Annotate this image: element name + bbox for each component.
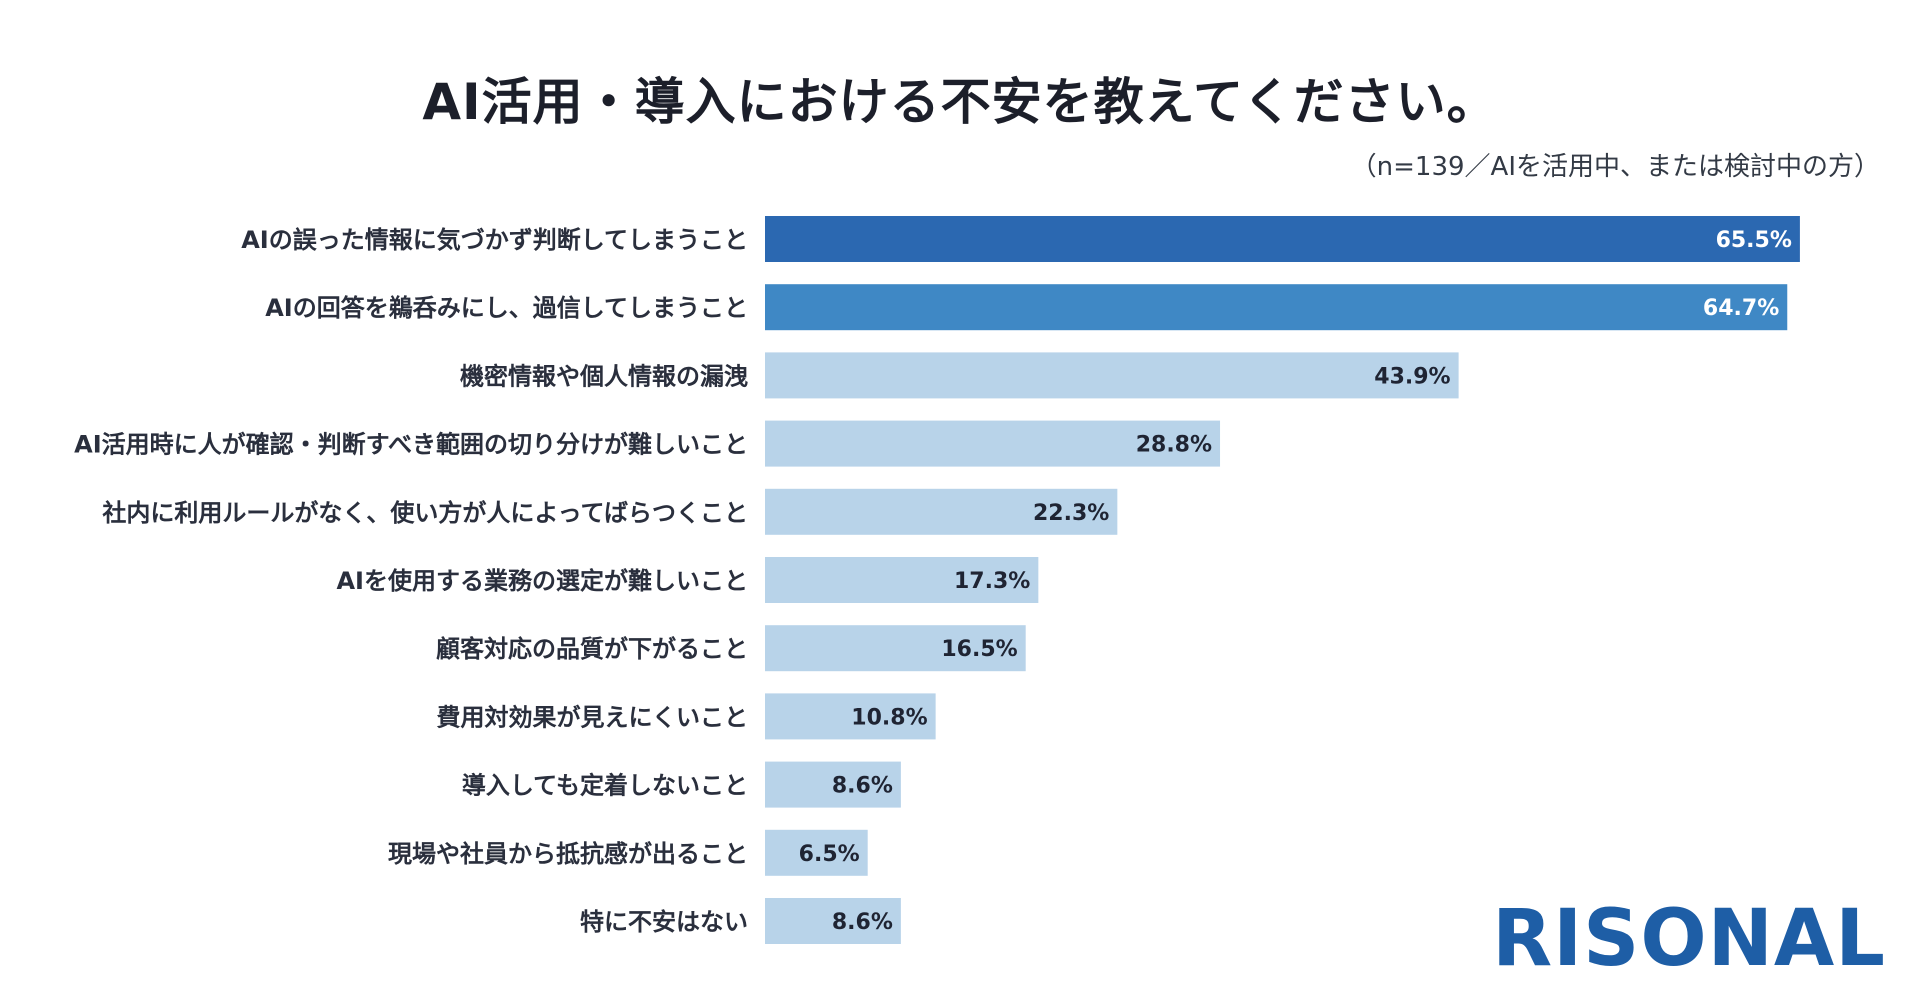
- category-label: AIを使用する業務の選定が難しいこと: [336, 567, 748, 595]
- bar: [765, 216, 1800, 262]
- value-label: 6.5%: [799, 842, 860, 867]
- category-label: 機密情報や個人情報の漏洩: [460, 362, 748, 390]
- category-label: 費用対効果が見えにくいこと: [436, 703, 748, 731]
- value-label: 28.8%: [1136, 433, 1212, 458]
- category-label: 現場や社員から抵抗感が出ること: [388, 840, 748, 868]
- risonal-logo: RISONAL: [1492, 894, 1886, 984]
- category-label: 特に不安はない: [580, 908, 748, 936]
- bar: [765, 488, 1118, 535]
- value-label: 22.3%: [1033, 501, 1109, 526]
- value-label: 65.5%: [1716, 228, 1792, 253]
- bar: [765, 829, 868, 876]
- category-label: 導入しても定着しないこと: [462, 772, 748, 800]
- value-label: 10.8%: [851, 705, 927, 730]
- bar: [765, 761, 901, 808]
- category-label: 顧客対応の品質が下がること: [436, 635, 748, 663]
- category-label: AIの誤った情報に気づかず判断してしまうこと: [241, 226, 748, 254]
- category-label: AI活用時に人が確認・判断すべき範囲の切り分けが難しいこと: [74, 431, 748, 459]
- chart-subtitle: （n=139／AIを活用中、または検討中の方）: [1350, 152, 1880, 182]
- bar: [765, 625, 1026, 672]
- chart-title: AI活用・導入における不安を教えてください。: [422, 73, 1498, 131]
- bar: [765, 420, 1221, 467]
- value-label: 8.6%: [832, 774, 893, 799]
- value-label: 8.6%: [832, 910, 893, 935]
- bar: [765, 693, 936, 740]
- value-label: 64.7%: [1703, 296, 1779, 321]
- bar: [765, 898, 901, 944]
- bar: [765, 284, 1788, 331]
- value-label: 43.9%: [1374, 364, 1450, 389]
- category-label: 社内に利用ルールがなく、使い方が人によってばらつくこと: [102, 499, 748, 527]
- category-label: AIの回答を鵜呑みにし、過信してしまうこと: [265, 294, 748, 322]
- bar: [765, 557, 1039, 603]
- bar: [765, 352, 1459, 399]
- value-label: 17.3%: [954, 569, 1030, 594]
- value-label: 16.5%: [941, 637, 1017, 662]
